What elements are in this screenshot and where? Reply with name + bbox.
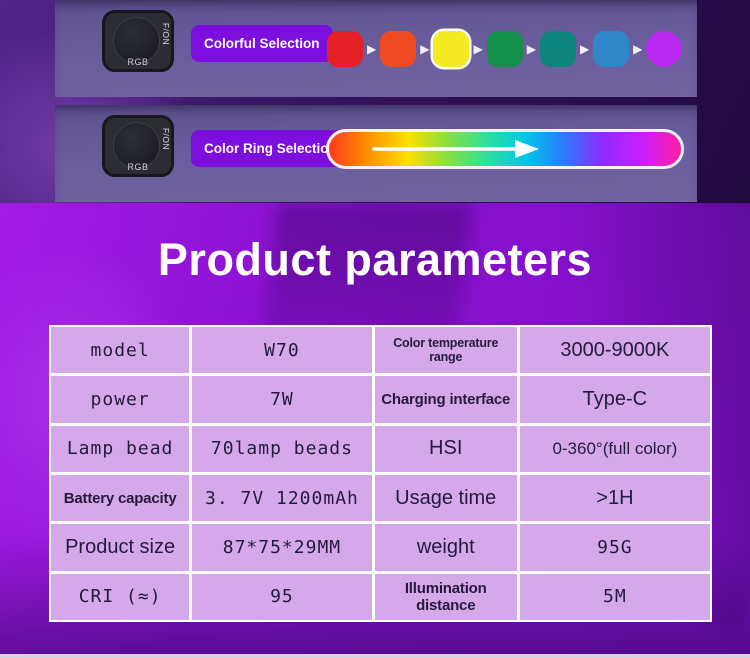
rgb-light-device: F/ON RGB <box>102 10 174 72</box>
table-cell: HSI <box>374 425 517 472</box>
arrow-right-icon: ▶ <box>367 41 377 56</box>
table-cell: Usage time <box>374 474 517 522</box>
table-cell: 70lamp beads <box>192 425 372 472</box>
colorful-selection-banner: F/ON RGB Colorful Selection ▶ ▶ ▶ ▶ ▶ ▶ <box>55 0 697 97</box>
device-rgb-label: RGB <box>127 162 149 172</box>
color-swatch <box>593 30 630 67</box>
table-cell: Type-C <box>519 376 710 423</box>
table-cell: Battery capacity <box>51 474 190 522</box>
color-swatch <box>380 30 417 67</box>
device-power-label: F/ON <box>160 127 171 151</box>
color-swatch <box>486 30 523 67</box>
table-cell: weight <box>374 524 517 571</box>
table-cell: Product size <box>51 524 190 571</box>
bottom-strip <box>0 654 750 658</box>
color-ring-gradient <box>326 129 684 169</box>
table-cell: 5M <box>519 573 710 620</box>
table-cell: CRI (≈) <box>51 573 190 620</box>
table-cell: 95 <box>192 573 372 620</box>
color-swatch <box>539 30 576 67</box>
table-cell: 95G <box>519 524 710 571</box>
color-ring-selection-banner: F/ON RGB Color Ring Selection <box>55 105 697 202</box>
color-swatch-row: ▶ ▶ ▶ ▶ ▶ ▶ <box>327 0 683 97</box>
section-title: Product parameters <box>157 234 593 285</box>
table-cell: Lamp bead <box>51 425 190 472</box>
table-cell: power <box>51 376 190 423</box>
table-cell: W70 <box>192 327 372 374</box>
device-rgb-label: RGB <box>127 57 149 67</box>
rgb-light-device: F/ON RGB <box>102 115 174 177</box>
arrow-right-icon: ▶ <box>526 41 536 56</box>
table-cell: Illumination distance <box>374 573 517 620</box>
arrow-right-icon: ▶ <box>579 41 590 56</box>
table-cell: 3000-9000K <box>519 327 710 374</box>
arrow-right-icon <box>372 140 539 158</box>
color-swatch <box>433 30 470 67</box>
table-cell: Charging interface <box>374 376 517 423</box>
device-power-label: F/ON <box>160 22 171 46</box>
table-cell: 0-360°(full color) <box>519 425 710 472</box>
arrow-right-icon: ▶ <box>633 41 643 56</box>
color-swatch <box>327 30 363 67</box>
device-dial <box>113 17 160 64</box>
color-swatch <box>646 30 683 67</box>
main-background: Product parameters model W70 Color tempera… <box>0 203 750 658</box>
table-cell: >1H <box>519 474 710 522</box>
arrow-right-icon: ▶ <box>420 41 430 56</box>
table-cell: 87*75*29MM <box>192 524 372 571</box>
table-cell: model <box>51 327 190 374</box>
colorful-selection-label: Colorful Selection <box>191 25 333 62</box>
table-cell: 3. 7V 1200mAh <box>192 474 372 522</box>
table-cell: Color temperature range <box>374 327 517 374</box>
arrow-right-icon: ▶ <box>473 41 483 56</box>
table-cell: 7W <box>192 376 372 423</box>
parameters-table: model W70 Color temperature range 3000-9000… <box>49 325 712 622</box>
device-dial <box>113 122 160 169</box>
color-ring-selection-label: Color Ring Selection <box>191 130 350 167</box>
